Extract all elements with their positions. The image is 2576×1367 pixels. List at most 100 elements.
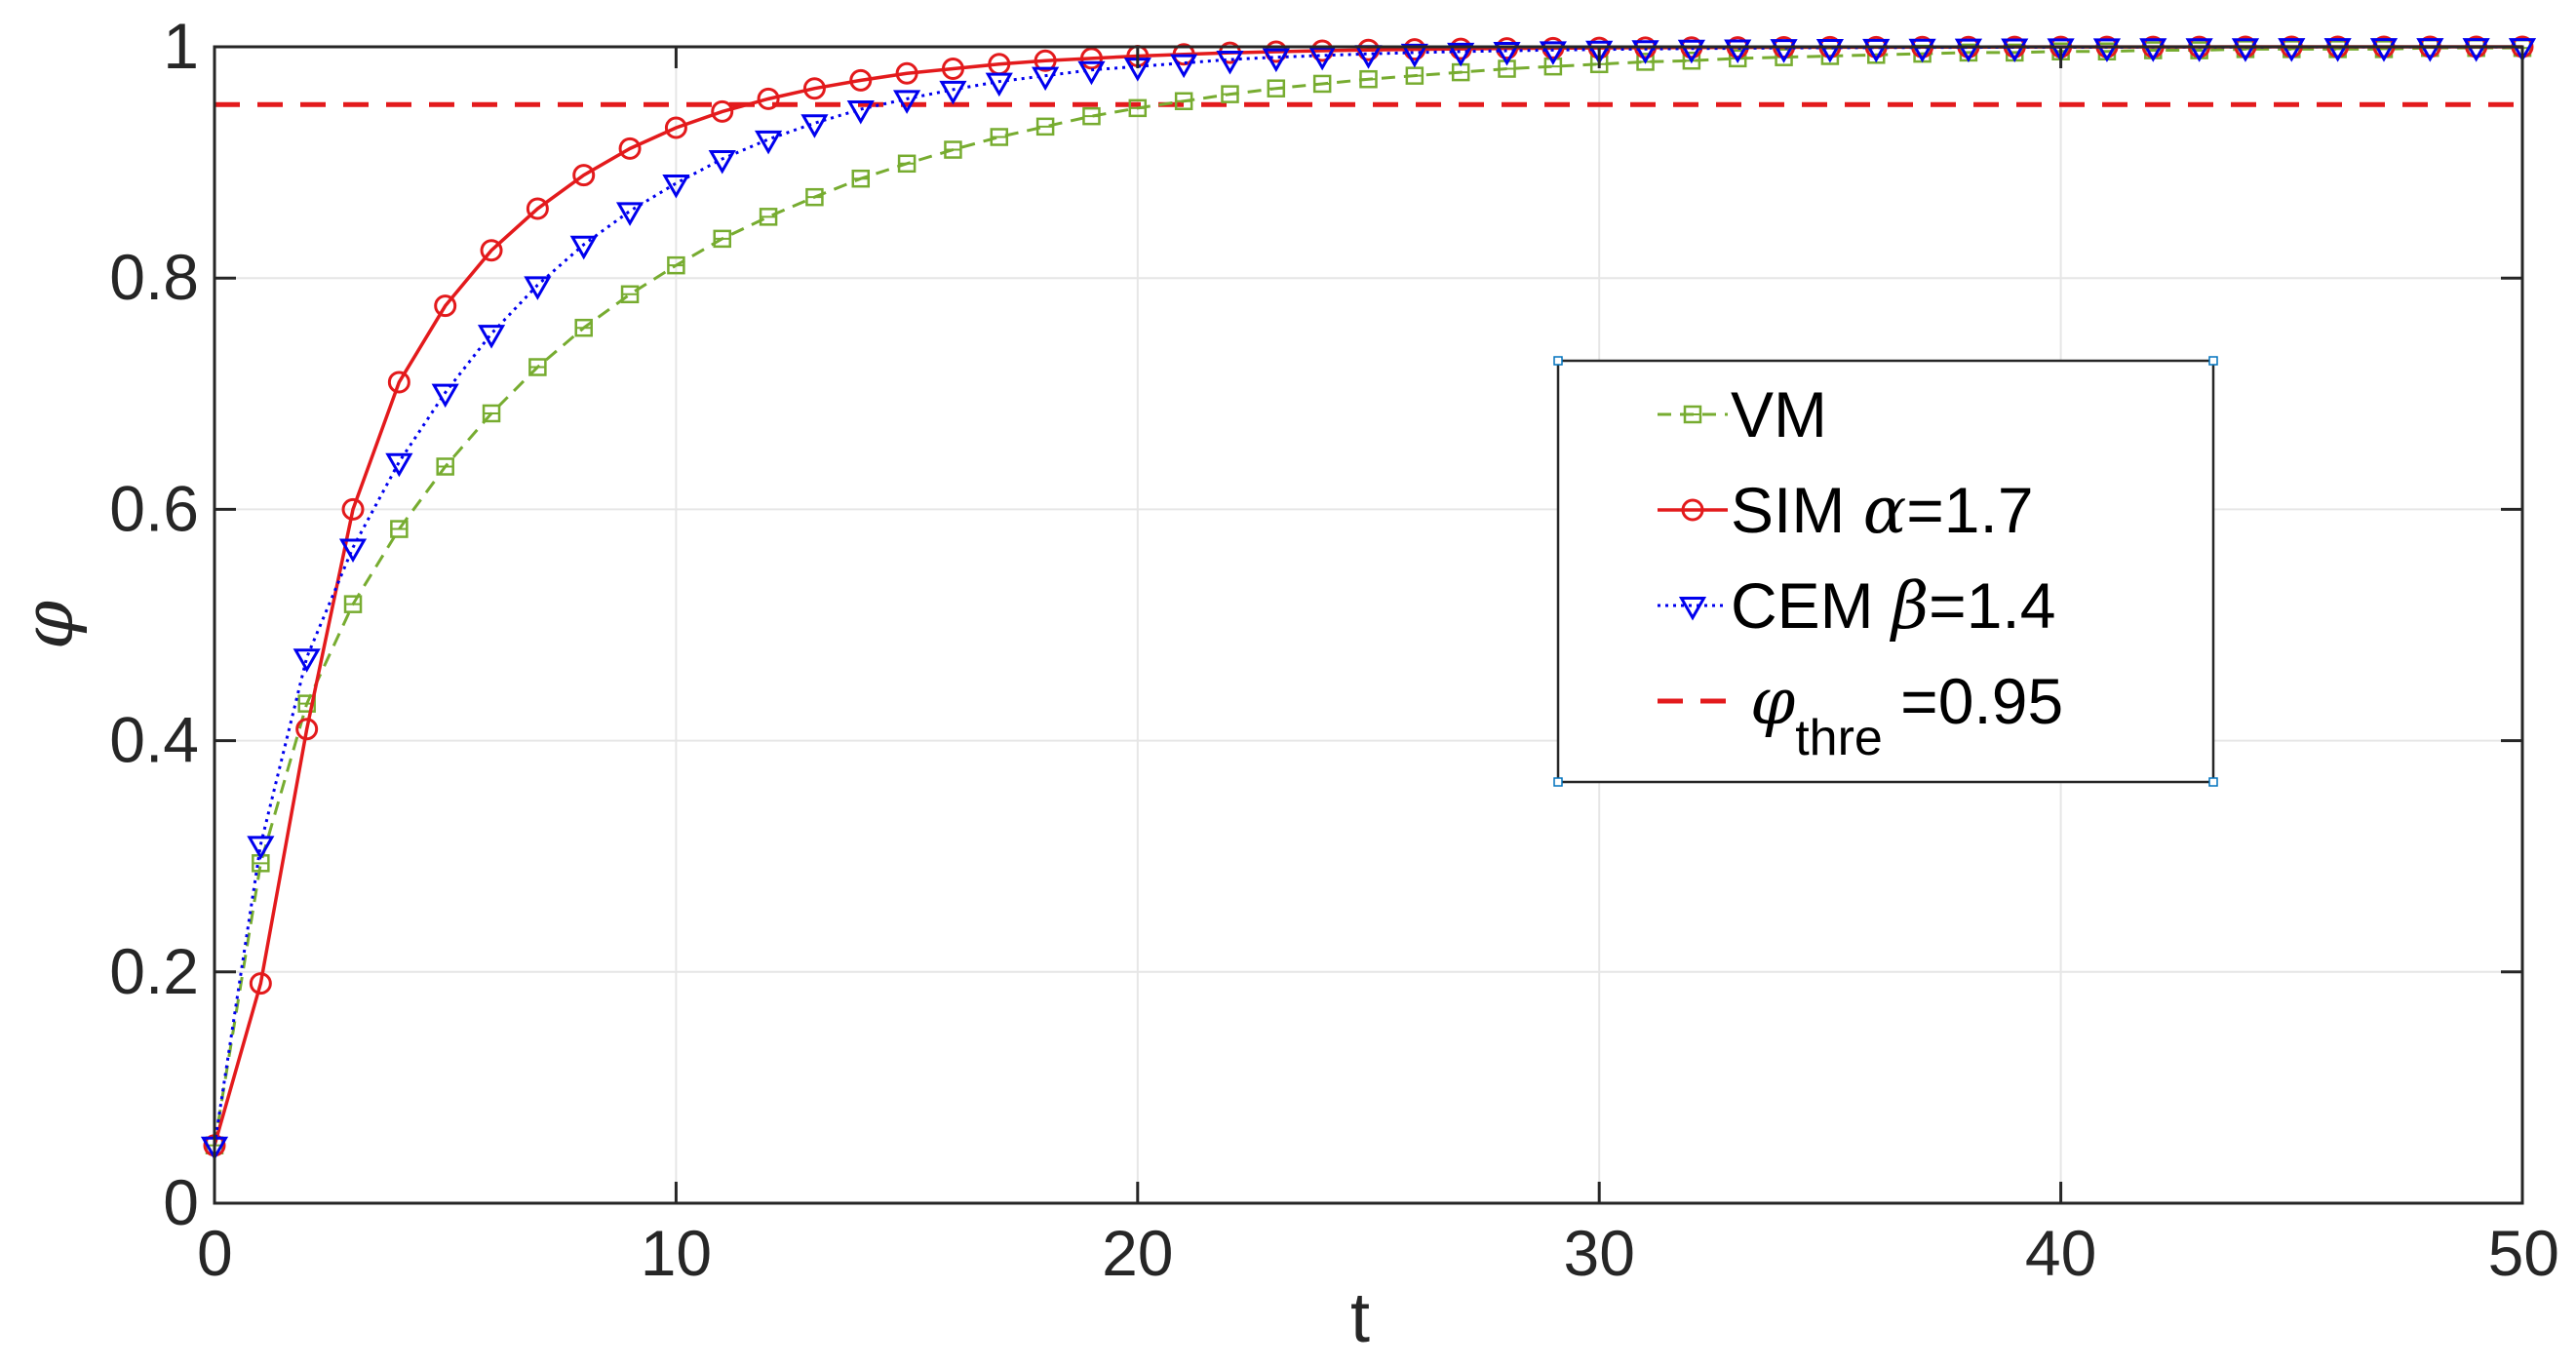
series-2 (200, 38, 2537, 1161)
series-0-point-22 (1221, 85, 1239, 103)
series-0-point-12 (759, 208, 778, 226)
series-0-point-24 (1312, 74, 1332, 94)
series-1-point-13 (802, 77, 826, 100)
series-0-point-26 (1405, 66, 1425, 85)
series-2-point-7 (524, 276, 552, 300)
plot-frame (213, 45, 2524, 1205)
series-2-point-29 (1539, 41, 1567, 65)
series-2-point-44 (2231, 38, 2260, 62)
series-2-point-50 (2508, 38, 2537, 62)
series-2-point-39 (2001, 38, 2029, 62)
legend-label-0: VM (1731, 378, 1827, 450)
series-0-point-8 (574, 318, 593, 337)
series-2-point-9 (615, 202, 644, 226)
series-1-point-16 (941, 58, 964, 81)
series-2-point-31 (1631, 40, 1659, 64)
series-2-point-15 (893, 90, 921, 114)
series-2-point-30 (1585, 40, 1614, 65)
series-2-point-26 (1400, 43, 1428, 68)
series-1-point-18 (1034, 49, 1057, 72)
series-1-point-10 (664, 116, 687, 139)
series-0-point-9 (620, 285, 640, 304)
y-tick-label-0: 0 (163, 1166, 199, 1238)
series-2-point-35 (1815, 38, 1844, 63)
series-2-point-6 (477, 325, 506, 349)
legend-marker-2 (1678, 597, 1707, 621)
legend-handle-top-right (2208, 356, 2218, 366)
x-axis-label: t (1350, 1279, 1370, 1357)
series-2-point-3 (338, 538, 368, 564)
series-2-point-5 (431, 383, 459, 409)
series-2-point-22 (1216, 51, 1244, 75)
series-2-point-1 (247, 836, 275, 860)
series-2-point-4 (385, 452, 413, 478)
series-2-point-10 (662, 174, 690, 199)
series-0-point-19 (1082, 106, 1101, 126)
legend-label-1: SIM α=1.7 (1731, 473, 2034, 548)
series-0-point-20 (1128, 98, 1148, 118)
series-0-point-3 (343, 595, 363, 613)
series-0-point-7 (528, 358, 547, 376)
series-1-point-2 (295, 718, 319, 741)
series-0-point-23 (1267, 79, 1286, 98)
legend-handle-bottom-left (1553, 777, 1563, 787)
series-2-point-45 (2278, 38, 2306, 62)
series-2-point-2 (293, 648, 321, 673)
series-0-point-13 (805, 187, 824, 207)
series-1-point-3 (341, 497, 365, 521)
series-1-point-8 (572, 164, 596, 187)
series-0-point-15 (897, 154, 917, 174)
x-tick-label-10: 10 (641, 1217, 712, 1289)
series-2-point-36 (1862, 38, 1891, 63)
legend-box (1556, 359, 2215, 784)
y-axis-label: φ (7, 600, 89, 649)
series-1-point-11 (711, 99, 734, 123)
series-0-point-4 (390, 520, 409, 538)
series-0-point-5 (436, 457, 454, 476)
series-2-point-11 (708, 150, 736, 175)
axis-ticks (213, 45, 2524, 1205)
series-1-point-6 (480, 239, 503, 262)
series-2-point-17 (985, 72, 1013, 98)
tick-labels: 0 10 20 30 40 50 0 0.2 0.4 0.6 0.8 1 (109, 10, 2559, 1289)
legend-handle-top-left (1553, 356, 1563, 366)
legend-label-2: CEM β=1.4 (1731, 568, 2055, 644)
series-2-point-32 (1677, 39, 1705, 64)
y-tick-label-0.8: 0.8 (109, 241, 199, 313)
series-2-point-8 (569, 235, 598, 260)
y-tick-label-0.2: 0.2 (109, 935, 199, 1007)
series-2-point-16 (939, 80, 967, 105)
legend-handle-bottom-right (2208, 777, 2218, 787)
series-1-point-14 (849, 68, 873, 92)
series-1-point-19 (1079, 47, 1103, 70)
series-2-point-37 (1908, 38, 1936, 63)
series-2-point-13 (800, 114, 829, 138)
series-2-point-46 (2323, 38, 2352, 62)
legend: VM SIM α=1.7 CEM β=1.4 φthre =0.95 (1553, 356, 2218, 787)
series-0-point-18 (1035, 117, 1055, 137)
x-tick-label-50: 50 (2488, 1217, 2559, 1289)
series-2-point-42 (2139, 38, 2167, 62)
series-1-point-15 (895, 61, 918, 85)
legend-marker-0 (1683, 405, 1702, 424)
x-tick-label-40: 40 (2025, 1217, 2096, 1289)
series-1-point-5 (434, 294, 457, 318)
series-2-point-40 (2047, 38, 2075, 62)
series-0-point-10 (667, 255, 685, 275)
series-2-point-47 (2369, 38, 2399, 62)
series-2-point-19 (1077, 60, 1106, 86)
series-1-point-4 (387, 371, 410, 394)
x-tick-label-0: 0 (197, 1217, 233, 1289)
series-2-point-28 (1493, 42, 1521, 66)
series-1-point-12 (757, 87, 780, 110)
series-0-point-11 (713, 229, 731, 249)
legend-label-threshold: φthre =0.95 (1750, 664, 2063, 766)
series-2-point-23 (1262, 48, 1290, 73)
series-2-point-14 (846, 100, 875, 125)
series-0-point-25 (1359, 69, 1378, 89)
series-2-point-33 (1724, 39, 1752, 64)
series-1-point-1 (249, 972, 272, 996)
series-0-point-17 (990, 128, 1009, 146)
series-2-point-18 (1032, 66, 1060, 92)
